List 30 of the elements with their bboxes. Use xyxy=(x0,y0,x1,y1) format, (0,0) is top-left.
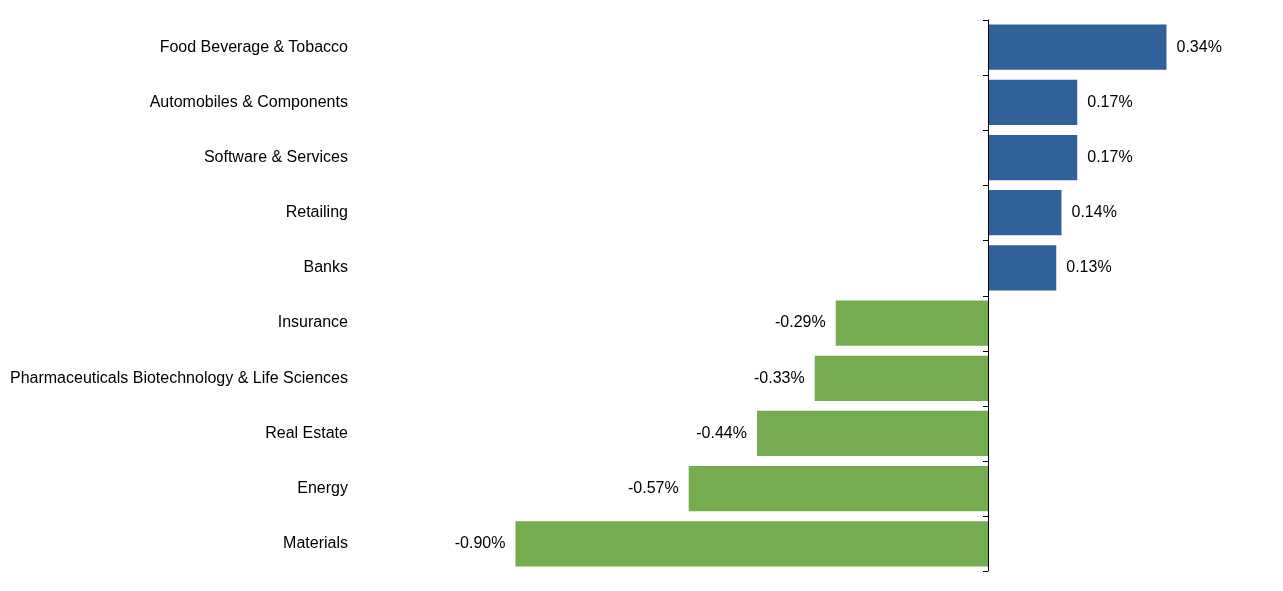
data-label: -0.44% xyxy=(696,423,747,441)
data-label: -0.29% xyxy=(775,313,826,331)
y-tick-label: Real Estate xyxy=(265,423,349,441)
data-label: 0.34% xyxy=(1176,37,1222,55)
bar xyxy=(688,466,988,512)
y-tick-label: Retailing xyxy=(285,203,348,221)
y-tick-label: Software & Services xyxy=(203,147,348,165)
bar xyxy=(987,79,1078,125)
y-tick-label: Automobiles & Components xyxy=(149,92,348,110)
data-label: 0.14% xyxy=(1071,203,1117,221)
bar xyxy=(835,300,988,346)
y-tick-label: Banks xyxy=(303,258,348,276)
y-tick-label: Energy xyxy=(297,479,348,497)
data-label: 0.17% xyxy=(1087,147,1133,165)
bar xyxy=(987,134,1078,181)
bar xyxy=(814,355,988,401)
y-tick-label: Pharmaceuticals Biotechnology & Life Sciences xyxy=(9,368,348,386)
data-label: 0.17% xyxy=(1087,92,1133,110)
data-label: -0.57% xyxy=(628,479,679,497)
y-tick-label: Insurance xyxy=(277,313,349,331)
y-tick-label: Materials xyxy=(283,534,348,552)
data-label: -0.90% xyxy=(454,534,506,552)
bar xyxy=(987,245,1057,291)
bar xyxy=(987,190,1062,236)
y-tick-label: Food Beverage & Tobacco xyxy=(159,37,349,55)
bar xyxy=(987,24,1167,70)
bar xyxy=(756,410,988,457)
data-label: 0.13% xyxy=(1066,258,1112,276)
bar xyxy=(515,521,988,567)
data-label: -0.33% xyxy=(754,368,805,386)
